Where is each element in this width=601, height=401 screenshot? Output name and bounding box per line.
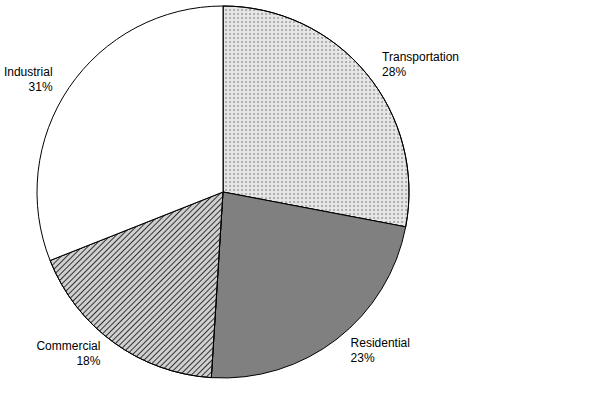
svg-text:18%: 18% xyxy=(76,354,100,368)
svg-text:Transportation: Transportation xyxy=(382,50,459,64)
svg-text:31%: 31% xyxy=(29,80,53,94)
svg-text:23%: 23% xyxy=(351,351,375,365)
svg-text:Residential: Residential xyxy=(351,336,410,350)
svg-text:28%: 28% xyxy=(382,65,406,79)
svg-text:Commercial: Commercial xyxy=(36,339,100,353)
svg-text:Industrial: Industrial xyxy=(4,65,53,79)
